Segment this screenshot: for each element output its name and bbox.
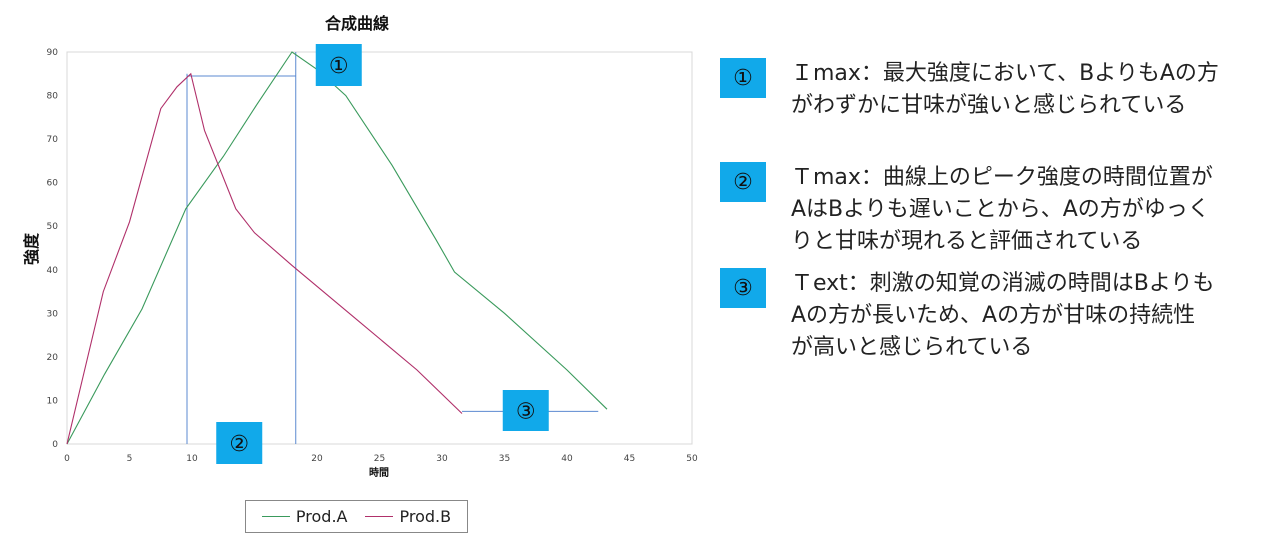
note-text-1: Ｉmax：最大強度において、BよりもAの方 がわずかに甘味が強いと感じられている: [791, 61, 1219, 118]
x-tick-label: 40: [561, 454, 573, 464]
legend-swatch-prod-a: [261, 516, 290, 517]
x-tick-label: 45: [624, 454, 635, 464]
note-badge-3: ③: [720, 268, 766, 308]
y-tick-label: 30: [47, 309, 59, 319]
series-line-prod-a: [66, 51, 608, 445]
x-tick-label: 5: [127, 454, 133, 464]
note-tmax: ② Ｔmax：曲線上のピーク強度の時間位置が AはBよりも遅いことから、Aの方が…: [720, 162, 1271, 258]
y-tick-label: 0: [52, 440, 58, 450]
note-badge-2: ②: [720, 162, 766, 202]
y-tick-label: 70: [47, 135, 59, 145]
y-tick-label: 80: [47, 92, 59, 102]
annotation-badge-3: [502, 390, 549, 431]
legend-label-prod-a: Prod.A: [295, 507, 348, 526]
legend: Prod.A Prod.B: [245, 500, 468, 533]
annotation-label-2: ②: [229, 432, 249, 457]
y-tick-label: 20: [47, 353, 59, 363]
y-tick-label: 40: [47, 266, 59, 276]
note-text-3: Ｔext：刺激の知覚の消滅の時間はBよりも Aの方が長いため、Aの方が甘味の持続…: [791, 271, 1215, 360]
note-badge-1: ①: [720, 58, 766, 98]
x-tick-label: 25: [374, 454, 385, 464]
y-axis-label: 強度: [22, 232, 41, 265]
chart-title: 合成曲線: [325, 14, 389, 33]
legend-swatch-prod-b: [365, 516, 394, 517]
note-text-ext: ③ Ｔext：刺激の知覚の消滅の時間はBよりも Aの方が長いため、Aの方が甘味の…: [720, 268, 1271, 364]
annotation-badge-2: [216, 422, 263, 464]
chart: 合成曲線 強度 時間 05101520253035404550010203040…: [22, 14, 698, 479]
y-tick-label: 90: [47, 48, 59, 58]
legend-item-prod-b: Prod.B: [365, 507, 451, 526]
x-axis-label: 時間: [369, 466, 389, 479]
x-tick-label: 35: [499, 454, 510, 464]
y-tick-label: 50: [47, 222, 59, 232]
note-text-2: Ｔmax：曲線上のピーク強度の時間位置が AはBよりも遅いことから、Aの方がゆっ…: [791, 165, 1213, 254]
annotation-label-3: ③: [516, 400, 536, 425]
guide-lines: [186, 52, 599, 444]
annotation-label-1: ①: [329, 54, 349, 79]
x-tick-label: 0: [64, 454, 70, 464]
y-tick-label: 60: [47, 179, 59, 189]
x-tick-label: 10: [186, 454, 198, 464]
legend-item-prod-a: Prod.A: [261, 507, 348, 526]
chart-annotations: ① ② ③: [216, 44, 549, 464]
annotation-badge-1: [315, 44, 362, 86]
note-imax: ① Ｉmax：最大強度において、BよりもAの方 がわずかに甘味が強いと感じられて…: [720, 58, 1271, 122]
x-tick-label: 30: [436, 454, 448, 464]
plot-area: [66, 51, 693, 445]
series-lines: [66, 51, 608, 445]
series-line-prod-b: [66, 72, 463, 445]
legend-label-prod-b: Prod.B: [399, 507, 452, 526]
x-tick-label: 50: [686, 454, 698, 464]
y-tick-label: 10: [47, 396, 59, 406]
x-tick-label: 20: [311, 454, 323, 464]
tick-labels: 051015202530354045500102030405060708090: [47, 48, 698, 464]
